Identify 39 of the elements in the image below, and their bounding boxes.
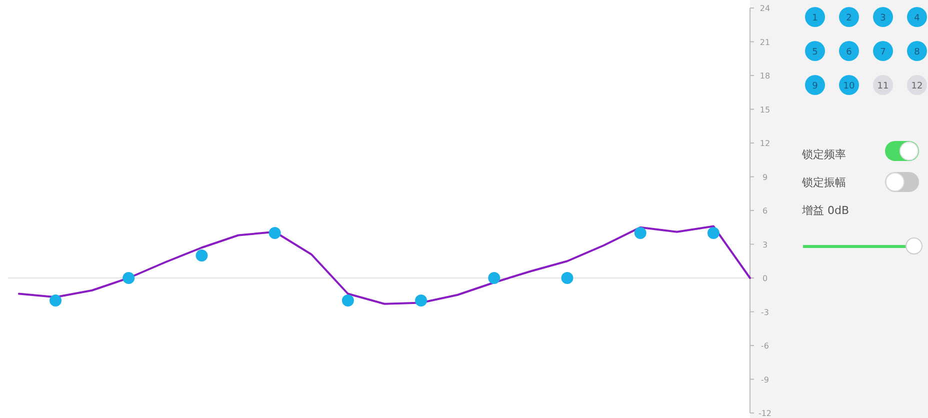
text: 11 <box>877 82 889 92</box>
y-tick-label: -6 <box>761 342 769 350</box>
y-tick-label: -12 <box>758 409 772 418</box>
y-tick-label: 24 <box>760 4 770 13</box>
text: 3 <box>880 14 886 24</box>
y-tick-label: 18 <box>760 72 770 80</box>
y-tick-label: 21 <box>760 38 770 47</box>
point <box>561 272 574 284</box>
text: 2 <box>846 14 852 24</box>
point <box>268 227 281 239</box>
point <box>707 227 720 239</box>
text: 6 <box>846 48 852 58</box>
text: 8 <box>914 48 920 58</box>
y-tick-label: 15 <box>760 105 770 114</box>
text: 锁定振幅 <box>801 176 846 189</box>
point <box>50 294 62 306</box>
text: 增益 0dB <box>801 204 850 217</box>
text: 5 <box>812 48 818 58</box>
y-tick-label: 0 <box>762 274 768 283</box>
point <box>196 250 208 262</box>
point <box>415 294 428 306</box>
text: 7 <box>880 48 886 58</box>
point <box>122 272 135 284</box>
y-tick-label: -3 <box>761 308 769 317</box>
point <box>488 272 500 284</box>
y-tick-label: 12 <box>760 139 770 148</box>
line-series <box>18 225 751 305</box>
text: 锁定频率 <box>801 148 846 161</box>
text: 1 <box>812 14 818 24</box>
y-tick-label: -9 <box>761 375 769 384</box>
text: 9 <box>812 82 818 92</box>
text: 4 <box>914 14 920 24</box>
point <box>342 294 354 306</box>
y-tick-label: 6 <box>762 206 768 216</box>
y-tick-label: 9 <box>762 172 768 182</box>
text: 12 <box>911 82 923 92</box>
text: 10 <box>843 82 855 92</box>
y-tick-label: 3 <box>762 240 768 250</box>
point <box>634 227 646 239</box>
